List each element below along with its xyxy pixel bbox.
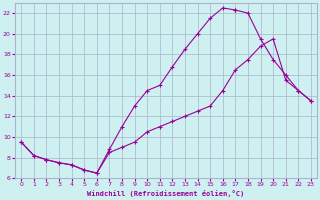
X-axis label: Windchill (Refroidissement éolien,°C): Windchill (Refroidissement éolien,°C)	[87, 190, 245, 197]
